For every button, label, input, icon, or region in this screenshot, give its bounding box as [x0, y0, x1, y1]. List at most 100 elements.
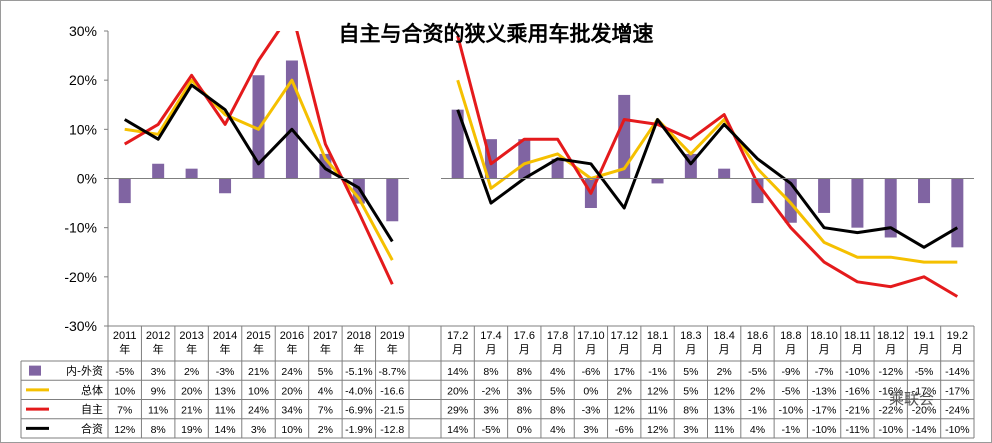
bar-neiwai	[219, 178, 232, 194]
data-label-zizhu: -17%	[812, 405, 837, 417]
category-label: 17.10	[577, 330, 605, 342]
category-label: 17.8	[547, 330, 568, 342]
data-label-hezi: -14%	[912, 424, 937, 436]
data-label-hezi: 10%	[281, 424, 302, 436]
data-label-neiwai: 2%	[184, 366, 199, 378]
data-label-hezi: 4%	[550, 424, 565, 436]
y-tick-label: 30%	[69, 23, 97, 39]
data-label-hezi: 12%	[114, 424, 135, 436]
data-label-neiwai: -5%	[748, 366, 767, 378]
data-label-zizhu: -22%	[878, 405, 903, 417]
data-label-zizhu: 8%	[517, 405, 532, 417]
data-label-hezi: 8%	[151, 424, 166, 436]
data-label-zizhu: -3%	[582, 405, 601, 417]
category-unit: 月	[619, 344, 630, 356]
data-label-zongti: 12%	[714, 385, 735, 397]
data-label-zizhu: 12%	[614, 405, 635, 417]
data-label-zongti: -16%	[845, 385, 870, 397]
category-label: 17.6	[514, 330, 535, 342]
category-unit: 年	[253, 342, 264, 356]
data-label-zongti: 5%	[550, 385, 565, 397]
category-unit: 月	[885, 344, 896, 356]
data-label-neiwai: 8%	[483, 366, 498, 378]
category-unit: 年	[220, 342, 231, 356]
data-label-hezi: -10%	[878, 424, 903, 436]
category-label: 18.10	[810, 330, 838, 342]
data-label-hezi: -11%	[846, 424, 870, 436]
category-unit: 年	[153, 342, 164, 356]
category-label: 2015	[246, 330, 270, 342]
category-unit: 月	[919, 344, 930, 356]
category-label: 2012	[146, 330, 170, 342]
legend-label-zizhu: 自主	[81, 403, 103, 416]
data-label-zongti: 20%	[281, 385, 302, 397]
data-label-hezi: -1.9%	[345, 424, 372, 436]
category-unit: 年	[119, 342, 130, 356]
category-label: 2016	[280, 330, 304, 342]
data-label-neiwai: 2%	[717, 366, 732, 378]
data-label-neiwai: 8%	[517, 366, 532, 378]
category-unit: 年	[286, 342, 297, 356]
data-label-neiwai: -5%	[915, 366, 934, 378]
data-label-zongti: 20%	[447, 385, 468, 397]
data-label-zongti: 4%	[318, 385, 333, 397]
data-label-neiwai: 17%	[614, 366, 635, 378]
watermark: 乘联会	[889, 390, 934, 408]
category-unit: 月	[719, 344, 730, 356]
category-unit: 年	[186, 342, 197, 356]
y-tick-label: 0%	[77, 171, 97, 187]
bar-neiwai	[751, 178, 764, 204]
bar-neiwai	[118, 178, 131, 204]
data-label-zongti: 3%	[517, 385, 532, 397]
bar-neiwai	[386, 178, 399, 222]
category-unit: 月	[785, 344, 796, 356]
category-label: 18.8	[780, 330, 801, 342]
data-label-zongti: 5%	[683, 385, 698, 397]
data-label-neiwai: 24%	[281, 366, 302, 378]
bar-neiwai	[884, 178, 897, 238]
category-unit: 月	[552, 344, 563, 356]
data-label-zizhu: 7%	[117, 405, 132, 417]
data-label-zizhu: 3%	[483, 405, 498, 417]
bar-neiwai	[718, 168, 731, 179]
category-label: 17.4	[480, 330, 501, 342]
bar-neiwai	[152, 163, 165, 179]
data-label-zongti: 10%	[248, 385, 269, 397]
data-label-neiwai: -8.7%	[379, 366, 406, 378]
lines-layer	[123, 31, 959, 298]
line-hezi	[123, 83, 394, 243]
category-unit: 月	[452, 344, 463, 356]
category-label: 18.1	[647, 330, 668, 342]
data-label-zongti: -4.0%	[345, 385, 372, 397]
y-axis: 30% 20% 10% 0% -10% -20% -30%	[64, 23, 974, 334]
data-label-neiwai: -6%	[582, 366, 601, 378]
category-unit: 月	[585, 344, 596, 356]
category-unit: 年	[387, 342, 398, 356]
data-label-hezi: 14%	[447, 424, 468, 436]
line-zongti	[124, 78, 394, 261]
data-label-zizhu: -21%	[845, 405, 870, 417]
data-label-hezi: -10%	[812, 424, 837, 436]
bar-neiwai	[618, 94, 631, 179]
data-label-neiwai: 5%	[318, 366, 333, 378]
data-label-neiwai: -3%	[216, 366, 235, 378]
data-label-hezi: -6%	[615, 424, 634, 436]
category-label: 17.12	[610, 330, 638, 342]
data-label-hezi: 3%	[583, 424, 598, 436]
category-label: 2013	[179, 330, 203, 342]
category-label: 2019	[380, 330, 404, 342]
category-unit: 月	[852, 344, 863, 356]
line-zizhu	[123, 31, 394, 285]
y-tick-label: -30%	[64, 318, 97, 334]
y-tick-label: 20%	[69, 72, 97, 88]
data-label-hezi: 12%	[647, 424, 668, 436]
data-label-hezi: 2%	[318, 424, 333, 436]
data-label-hezi: 19%	[181, 424, 202, 436]
data-label-zizhu: 11%	[148, 405, 168, 417]
category-unit: 月	[685, 344, 696, 356]
category-label: 19.2	[947, 330, 968, 342]
data-label-hezi: 11%	[714, 424, 734, 436]
data-label-zizhu: -20%	[912, 405, 937, 417]
